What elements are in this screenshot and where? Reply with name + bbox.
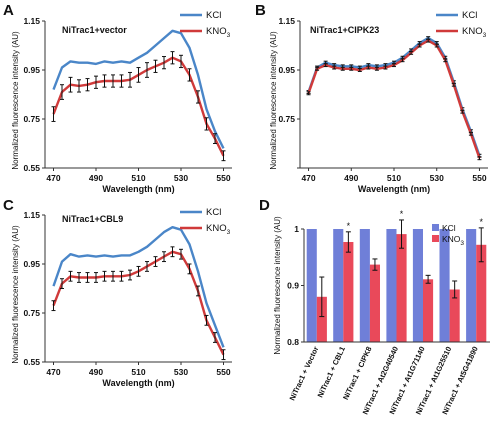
significance-marker: * [400,209,404,219]
chart-title-b: NiTrac1+CIPK23 [310,25,379,35]
legend-label-kno3: KNO3 [442,234,464,247]
y-tick-label: 0.55 [23,163,40,173]
legend-label-kcl: KCl [442,223,456,233]
legend-swatch-kno3 [432,235,439,242]
x-tick-label: 530 [174,173,188,183]
x-tick-label: 490 [344,173,358,183]
legend-label-kcl: KCl [206,10,221,21]
y-tick-label: 1 [294,224,299,234]
x-tick-label: 510 [387,173,401,183]
bar-kno3 [423,279,434,342]
y-tick-label: 1.15 [23,16,40,26]
bar-kno3 [316,296,327,342]
series-line-kcl [52,226,225,348]
series-line-kcl [307,36,481,157]
panel-letter-b: B [255,2,266,19]
bar-kcl [412,229,423,342]
x-tick-label: 550 [472,173,486,183]
x-tick-label: 550 [216,173,230,183]
significance-marker: * [347,221,351,231]
legend-swatch-kcl [432,224,439,231]
y-tick-label: 0.75 [23,308,40,318]
x-axis-label-a: Wavelength (nm) [102,184,174,194]
panel-letter-d: D [259,197,270,214]
bar-kno3 [343,242,354,342]
significance-marker: * [479,217,483,227]
x-tick-label: 470 [301,173,315,183]
bar-kno3 [476,244,487,342]
legend-label-kcl: KCl [206,207,221,218]
x-tick-label: 530 [174,367,188,377]
series-line-kno3 [307,39,481,159]
y-tick-label: 0.95 [23,65,40,75]
x-tick-label: 470 [46,173,60,183]
bar-kcl [439,229,450,342]
y-axis-label-b: Normalized fluorescence intensity (AU) [269,31,278,170]
legend-label-kno3: KNO3 [462,26,487,39]
x-tick-label: 490 [89,367,103,377]
chart-title-c: NiTrac1+CBL9 [62,214,123,224]
bar-kno3 [449,289,460,342]
y-tick-label: 0.75 [23,114,40,124]
bar-kcl [333,229,344,342]
y-tick-label: 0.8 [287,337,299,347]
panel-letter-c: C [3,197,14,214]
legend-label-kno3: KNO3 [206,223,231,236]
y-axis-label-a: Normalized fluorescence intensity (AU) [11,31,20,170]
y-tick-label: 0.75 [278,114,295,124]
bar-kcl [386,229,397,342]
chart-title-a: NiTrac1+vector [62,25,127,35]
y-tick-label: 0.9 [287,281,299,291]
x-axis-label-c: Wavelength (nm) [102,378,174,388]
x-tick-label: 550 [216,367,230,377]
y-tick-label: 0.55 [23,357,40,367]
category-label: NiTrac1 + CBL1 [316,345,347,399]
y-tick-label: 1.15 [278,16,295,26]
x-tick-label: 530 [430,173,444,183]
panel-letter-a: A [3,2,14,19]
legend-label-kcl: KCl [462,10,477,21]
y-tick-label: 0.95 [23,259,40,269]
x-tick-label: 510 [131,173,145,183]
x-tick-label: 470 [46,367,60,377]
bar-kno3 [369,264,380,342]
bar-kcl [306,229,317,342]
bar-kno3 [396,234,407,342]
series-line-kcl [52,29,225,149]
y-tick-label: 1.15 [23,210,40,220]
x-tick-label: 490 [89,173,103,183]
legend-label-kno3: KNO3 [206,26,231,39]
x-axis-label-b: Wavelength (nm) [358,184,430,194]
y-axis-label-c: Normalized fluorescence intensity (AU) [11,225,20,364]
x-tick-label: 510 [131,367,145,377]
bar-kcl [466,229,477,342]
y-axis-label-d: Normalized fluorescence intensity (AU) [273,216,282,355]
bar-kcl [359,229,370,342]
y-tick-label: 0.95 [278,65,295,75]
